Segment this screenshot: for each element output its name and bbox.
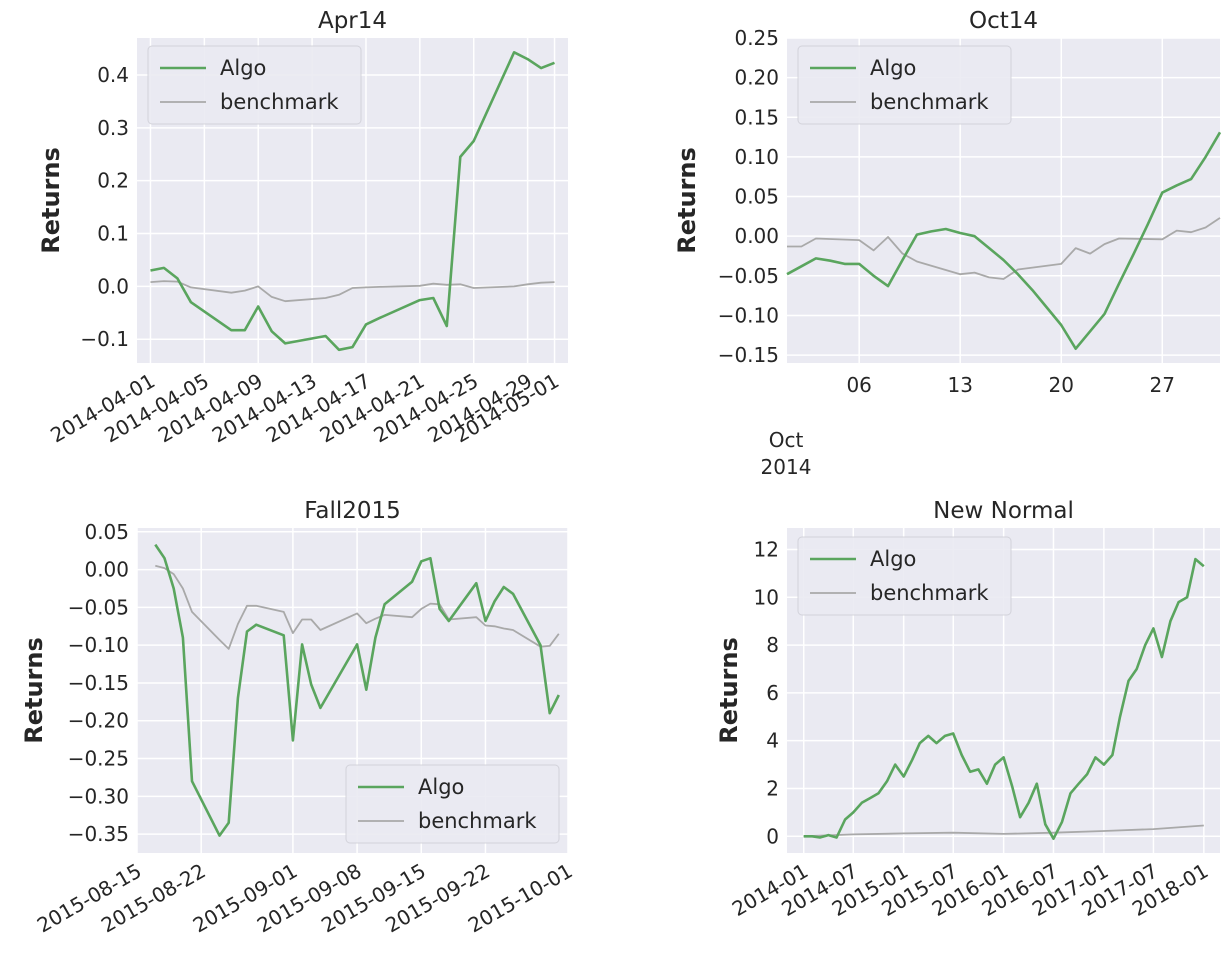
legend: Algo benchmark (345, 764, 560, 844)
chart-panel-2: −0.15 −0.10 −0.05 0.00 0.05 0.10 0.15 0.20 0.25 0… (673, 8, 1222, 479)
y-tick-label: 8 (766, 633, 779, 657)
legend: Algo benchmark (147, 45, 362, 125)
y-axis-label: Returns (20, 637, 48, 744)
y-tick-label: 0.05 (734, 185, 779, 209)
y-tick-label: 0.00 (84, 558, 129, 582)
y-tick-label: 2 (766, 776, 779, 800)
y-axis-label: Returns (673, 147, 701, 254)
legend-entry-label: Algo (220, 56, 266, 80)
algo-series-line (154, 543, 560, 837)
legend-entry-label: benchmark (418, 809, 537, 833)
y-tick-label: 0.00 (734, 224, 779, 248)
benchmark-series-line (155, 564, 560, 650)
x-tick-label: 06 (846, 373, 871, 397)
y-tick-label: 0.4 (97, 63, 129, 87)
y-tick-label: 0 (766, 824, 779, 848)
legend-entry-label: benchmark (870, 90, 989, 114)
chart-panel-3: −0.35 −0.30 −0.25 −0.20 −0.15 −0.10 −0.05 0.00 0… (20, 498, 577, 937)
legend: Algo benchmark (797, 536, 1012, 616)
y-tick-label: 4 (766, 729, 779, 753)
y-tick-label: 0.3 (97, 116, 129, 140)
chart-panel-1: −0.10.00.10.20.30.42014-04-012014-04-052… (37, 8, 568, 447)
legend-box (797, 45, 1012, 125)
y-tick-label: 10 (754, 585, 779, 609)
chart-title: Apr14 (318, 8, 387, 34)
algo-series-line (786, 131, 1222, 351)
x-tick-label: 13 (947, 373, 972, 397)
y-tick-label: 0.15 (734, 105, 779, 129)
legend-box (797, 536, 1012, 616)
legend: Algo benchmark (797, 45, 1012, 125)
y-tick-label: 0.0 (97, 274, 129, 298)
legend-entry-label: Algo (870, 547, 916, 571)
y-axis-label: Returns (715, 637, 743, 744)
chart-title: Oct14 (969, 8, 1038, 34)
legend-entry-label: benchmark (220, 90, 339, 114)
x-offset-label-year: 2014 (761, 455, 812, 479)
y-tick-label: −0.15 (718, 343, 779, 367)
y-tick-label: 0.05 (84, 520, 129, 544)
chart-panel-4: 0246810122014-012014-072015-012015-07201… (715, 498, 1220, 921)
chart-title: Fall2015 (304, 498, 401, 524)
legend-entry-label: benchmark (870, 581, 989, 605)
y-tick-label: −0.05 (68, 595, 129, 619)
legend-entry-label: Algo (870, 56, 916, 80)
x-offset-label-month: Oct (769, 428, 804, 452)
benchmark-series-line (150, 280, 555, 303)
y-tick-label: −0.20 (68, 709, 129, 733)
y-tick-label: −0.10 (68, 633, 129, 657)
y-tick-label: −0.10 (718, 303, 779, 327)
y-tick-label: 0.2 (97, 169, 129, 193)
algo-series-line (150, 50, 555, 352)
y-tick-label: 0.20 (734, 66, 779, 90)
y-tick-label: −0.15 (68, 671, 129, 695)
legend-box (147, 45, 362, 125)
chart-title: New Normal (933, 498, 1074, 524)
y-tick-label: −0.30 (68, 784, 129, 808)
y-axis-label: Returns (37, 147, 65, 254)
y-tick-label: 6 (766, 681, 779, 705)
x-tick-label: 27 (1150, 373, 1175, 397)
y-tick-label: −0.1 (80, 327, 129, 351)
x-tick-label: 20 (1049, 373, 1074, 397)
y-tick-label: 0.1 (97, 222, 129, 246)
y-tick-label: 0.10 (734, 145, 779, 169)
legend-entry-label: Algo (418, 775, 464, 799)
y-tick-label: 12 (754, 538, 779, 562)
legend-box (345, 764, 560, 844)
y-tick-label: −0.05 (718, 264, 779, 288)
y-tick-label: −0.25 (68, 747, 129, 771)
benchmark-series-line (803, 824, 1204, 838)
y-tick-label: −0.35 (68, 822, 129, 846)
y-tick-label: 0.25 (734, 26, 779, 50)
algo-series-line (803, 557, 1205, 841)
benchmark-series-line (787, 217, 1221, 280)
